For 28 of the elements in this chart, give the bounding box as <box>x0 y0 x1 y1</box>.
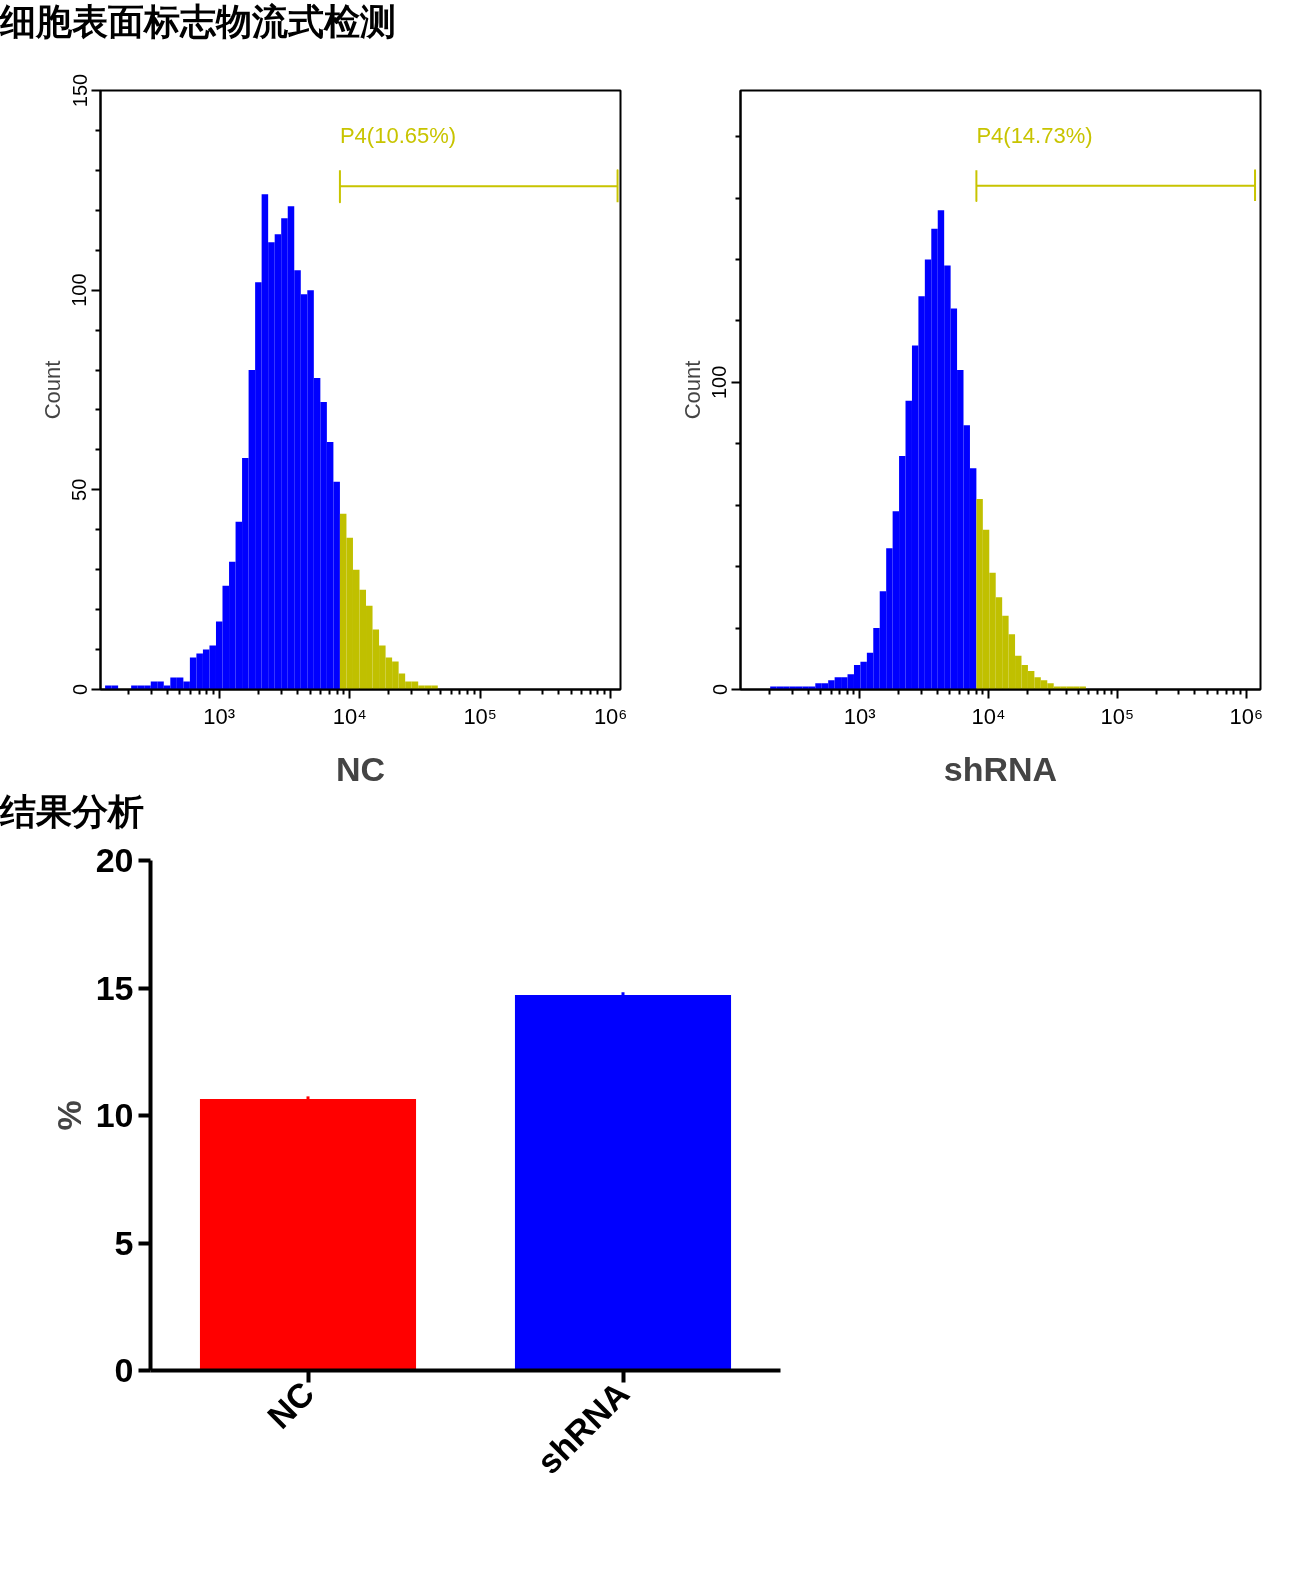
y-tick-label: 10 <box>95 1096 134 1134</box>
y-tick-label: 100 <box>708 365 731 400</box>
y-tick-label: 5 <box>114 1223 134 1262</box>
x-axis-title: shRNA <box>943 749 1058 788</box>
y-tick-label: 0 <box>68 683 91 696</box>
x-tick-label: 10⁴ <box>971 703 1006 729</box>
x-tick-label: 10³ <box>203 703 236 729</box>
y-tick-label: 20 <box>95 841 134 879</box>
y-tick-label: 0 <box>114 1351 134 1389</box>
chart-title: 细胞表面标志物流式检测 <box>0 0 396 44</box>
y-axis-title: Count <box>39 360 65 420</box>
x-tick-label: 10⁶ <box>1229 703 1264 729</box>
chart-title: 结果分析 <box>0 790 144 834</box>
x-axis-title: NC <box>335 749 386 788</box>
x-tick-label: 10⁵ <box>1100 703 1135 729</box>
y-tick-label: 15 <box>95 968 134 1007</box>
y-tick-label: 150 <box>68 73 91 108</box>
annotation: P4(14.73%) <box>976 123 1093 149</box>
y-tick-label: 50 <box>68 478 91 501</box>
x-tick-label: 10⁶ <box>593 703 628 729</box>
y-axis-title: % <box>49 1100 88 1131</box>
annotation: P4(10.65%) <box>339 123 457 149</box>
y-axis-title: Count <box>679 360 705 420</box>
y-tick-label: 0 <box>708 683 731 696</box>
y-tick-label: 100 <box>68 273 91 307</box>
x-tick-label: 10⁴ <box>332 703 367 729</box>
x-tick-label: 10³ <box>843 703 876 729</box>
x-tick-label: 10⁵ <box>463 703 497 729</box>
